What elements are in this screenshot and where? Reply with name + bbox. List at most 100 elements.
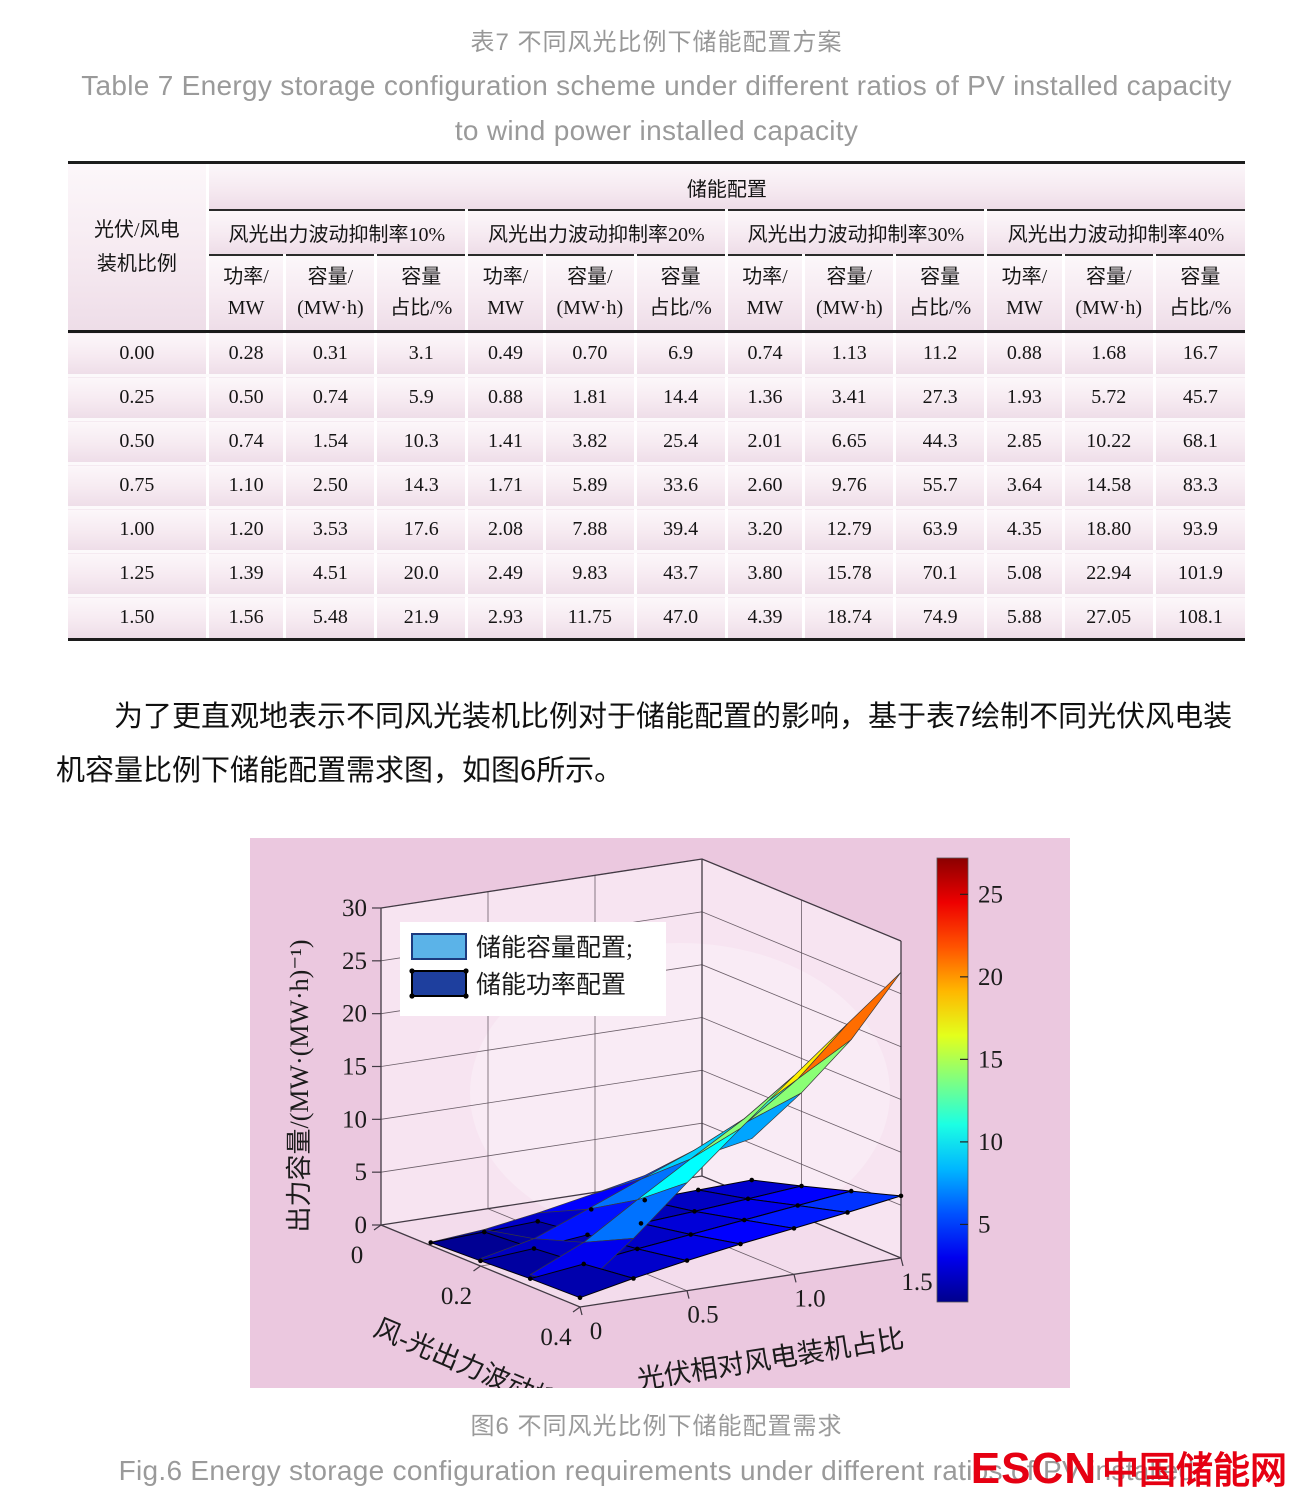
z-tick-label: 10: [342, 1107, 367, 1134]
table-cell: 55.7: [893, 463, 988, 509]
table-cell: 1.54: [283, 419, 378, 465]
power-marker-dot: [634, 1246, 640, 1252]
ratio-cell: 1.25: [68, 551, 209, 597]
table-cell: 18.80: [1061, 507, 1156, 553]
power-marker-dot: [688, 1232, 694, 1238]
power-marker-dot: [638, 1221, 644, 1227]
legend-swatch-capacity: [411, 933, 467, 961]
body-paragraph: 为了更直观地表示不同风光装机比例对于储能配置的影响，基于表7绘制不同光伏风电装机…: [56, 701, 1233, 787]
group-header: 风光出力波动抑制率10%: [207, 210, 469, 256]
ratio-tick-label: 1.5: [901, 1269, 932, 1296]
sub-header: 容量 占比/%: [374, 255, 469, 333]
table-cell: 43.7: [633, 551, 728, 597]
ratio-cell: 0.50: [68, 419, 209, 465]
power-marker-dot: [695, 1187, 701, 1193]
escn-logo-en: ESCN: [970, 1444, 1097, 1493]
table-cell: 11.75: [542, 595, 637, 638]
sub-header: 功率/MW: [465, 255, 546, 333]
colorbar: [936, 857, 969, 1303]
z-axis-title: 出力容量/(MW·(MW·h)⁻¹): [285, 940, 314, 1233]
power-marker-dot: [588, 1207, 594, 1212]
sub-header: 容量/(MW·h): [542, 255, 637, 333]
z-tick-label: 5: [355, 1159, 368, 1186]
table-cell: 5.72: [1061, 375, 1156, 421]
table-cell: 93.9: [1152, 507, 1245, 553]
table-row: 0.50 0.74 1.54 10.3 1.41 3.82 25.4 2.01 6.65 44.3…: [68, 419, 1245, 465]
colorbar-tick-label: 25: [978, 882, 1003, 909]
table-cell: 63.9: [893, 507, 988, 553]
z-tick-label: 25: [342, 948, 367, 975]
surface-plot: 0 5 10 15 20 25 30 0 0.2 0.4 0 0.5 1.0 1.5 出力容量/(MW·(M…: [250, 838, 1070, 1389]
table-cell: 1.10: [205, 463, 287, 509]
table-cell: 18.74: [802, 595, 897, 638]
z-tick-label: 0: [355, 1212, 368, 1239]
span-header: 储能配置: [205, 164, 1245, 211]
storage-config-table: 光伏/风电 装机比例 储能配置 风光出力波动抑制率10% 风光出力波动抑制率20%…: [68, 164, 1245, 638]
table-cell: 3.41: [802, 375, 897, 421]
sub-header: 容量 占比/%: [1152, 255, 1245, 333]
table-cell: 39.4: [633, 507, 728, 553]
z-tick-label: 20: [342, 1001, 367, 1028]
z-tick-label: 15: [342, 1054, 367, 1081]
table-cell: 10.22: [1061, 419, 1156, 465]
box-edge: [380, 1175, 902, 1259]
power-marker-dot: [527, 1276, 533, 1282]
colorbar-tick-label: 15: [978, 1047, 1003, 1074]
table-cell: 3.64: [984, 463, 1065, 509]
power-marker-dot: [745, 1196, 751, 1202]
ratio-tick: [686, 1290, 690, 1300]
power-marker-dot: [738, 1242, 743, 1247]
ratio-cell: 0.25: [68, 375, 209, 421]
table-cell: 2.93: [465, 595, 546, 638]
table-cell: 2.50: [283, 463, 378, 509]
table-cell: 83.3: [1152, 463, 1245, 509]
sub-header: 容量/(MW·h): [283, 255, 378, 333]
corner-header-line1: 光伏/风电: [94, 219, 180, 241]
table-cell: 5.88: [984, 595, 1065, 638]
rate-tick-label: 0.4: [540, 1324, 572, 1351]
table-cell: 7.88: [542, 507, 637, 553]
table-cell: 1.39: [205, 551, 287, 597]
ratio-tick-label: 0: [590, 1318, 603, 1345]
power-marker-dot: [585, 1232, 590, 1238]
group-header: 风光出力波动抑制率40%: [984, 210, 1245, 256]
table-title-en-line2: to wind power installed capacity: [454, 115, 859, 146]
power-marker-dot: [845, 1210, 850, 1216]
table-cell: 6.65: [802, 419, 897, 465]
table-cell: 0.88: [465, 375, 546, 421]
figure-6: 0 5 10 15 20 25 30 0 0.2 0.4 0 0.5 1.0 1.5 出力容量/(MW·(M…: [250, 838, 1070, 1389]
table-cell: 9.76: [802, 463, 897, 509]
power-marker-dot: [531, 1246, 537, 1252]
table-cell: 0.74: [724, 331, 806, 377]
table-cell: 1.93: [984, 375, 1065, 421]
ratio-tick: [579, 1307, 583, 1316]
table-cell: 33.6: [633, 463, 728, 509]
sub-header: 容量 占比/%: [893, 255, 988, 333]
table-cell: 0.28: [205, 331, 287, 377]
ratio-cell: 0.00: [68, 331, 209, 377]
ratio-tick-label: 0.5: [687, 1302, 718, 1329]
ratio-cell: 1.00: [68, 507, 209, 553]
table-cell: 0.88: [984, 331, 1065, 377]
table-cell: 1.68: [1061, 331, 1156, 377]
table-cell: 2.60: [724, 463, 806, 509]
power-marker-dot: [795, 1203, 801, 1209]
table-cell: 5.48: [283, 595, 378, 638]
table-cell: 20.0: [374, 551, 469, 597]
power-marker-dot: [692, 1209, 697, 1214]
legend-swatch-corner-dot: [463, 968, 469, 974]
power-marker-dot: [631, 1276, 636, 1282]
power-marker-dot: [749, 1177, 755, 1183]
escn-logo-zh: 中国储能网: [1102, 1450, 1287, 1491]
rate-tick-label: 0.2: [441, 1283, 472, 1310]
legend-label-capacity: 储能容量配置;: [476, 934, 633, 962]
sub-header: 功率/MW: [984, 255, 1065, 333]
table-cell: 0.31: [283, 331, 378, 377]
power-marker-dot: [481, 1230, 487, 1235]
power-marker-dot: [478, 1258, 483, 1264]
figure-caption-en-line1: Fig.6 Energy storage configuration requi…: [118, 1455, 1195, 1487]
legend-label-power: 储能功率配置: [476, 971, 626, 999]
power-marker-dot: [684, 1258, 690, 1264]
power-marker-dot: [428, 1240, 434, 1246]
